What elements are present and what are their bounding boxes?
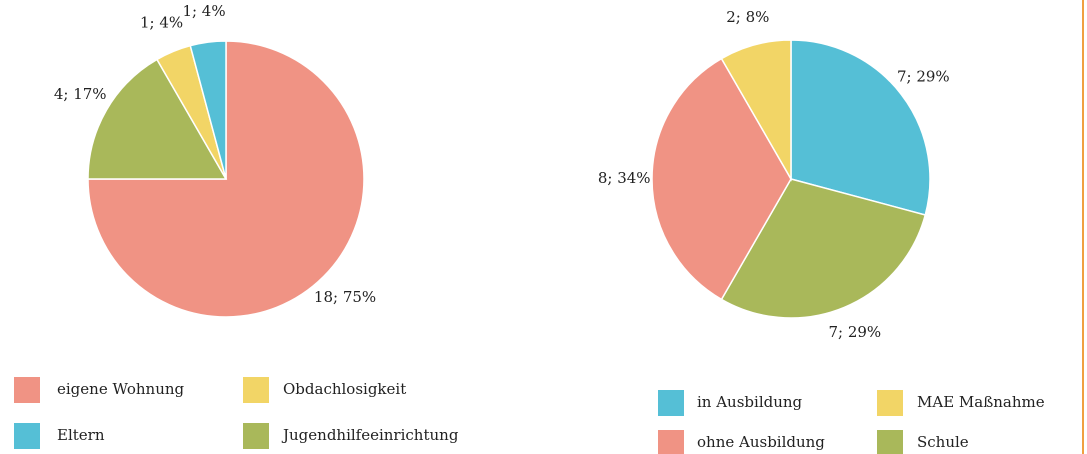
pie-slice [790, 39, 931, 216]
legend-label: Obdachlosigkeit [283, 380, 406, 398]
data-label: 1; 4% [182, 2, 225, 20]
pie-slice [189, 40, 227, 180]
legend-swatch [243, 377, 269, 403]
data-label: 18; 75% [314, 288, 376, 306]
data-label: 4; 17% [54, 85, 107, 103]
legend-swatch [14, 377, 40, 403]
legend-label: Eltern [57, 426, 105, 444]
data-label: 2; 8% [726, 8, 769, 26]
legend-swatch [877, 390, 903, 416]
legend-swatch [14, 423, 40, 449]
legend-swatch [877, 430, 903, 454]
data-label: 7; 29% [897, 67, 950, 85]
legend-label: ohne Ausbildung [697, 433, 825, 451]
pie-slice [720, 39, 792, 182]
legend-label: Schule [917, 433, 969, 451]
data-label: 8; 34% [598, 169, 651, 187]
legend-label: MAE Maßnahme [917, 393, 1045, 411]
legend-label: Jugendhilfeeinrichtung [281, 426, 459, 444]
pie-slice [87, 58, 228, 180]
pie-slice [87, 40, 365, 318]
data-label: 1; 4% [140, 13, 183, 31]
legend-swatch [243, 423, 269, 449]
legend-swatch [658, 430, 684, 454]
legend-label: eigene Wohnung [57, 380, 185, 398]
pie-slice [720, 178, 927, 319]
legend-label: in Ausbildung [697, 393, 803, 411]
data-label: 7; 29% [828, 323, 881, 341]
legend-swatch [658, 390, 684, 416]
